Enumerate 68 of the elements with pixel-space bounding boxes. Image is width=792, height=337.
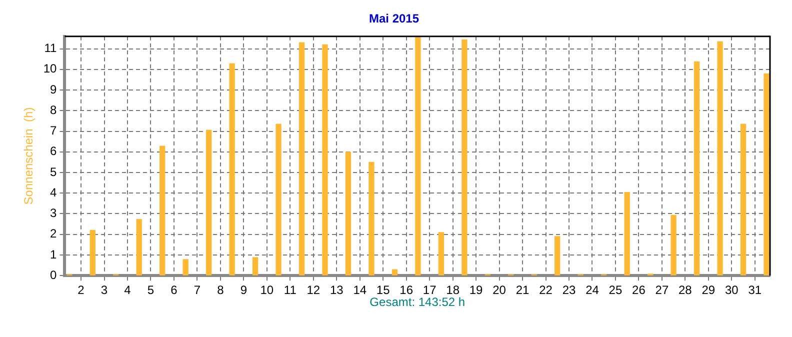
x-tick-label: 30 (724, 283, 739, 298)
x-tick-label: 5 (147, 283, 154, 298)
x-tick-label: 19 (469, 283, 484, 298)
bar (252, 257, 258, 276)
bar (392, 269, 398, 276)
bar (368, 162, 374, 276)
x-tick-label: 15 (376, 283, 390, 298)
x-tick-label: 11 (284, 283, 297, 298)
x-tick-label: 13 (330, 283, 344, 298)
bar (229, 63, 235, 276)
bar (764, 73, 770, 276)
x-tick-label: 8 (217, 283, 224, 298)
bar (717, 41, 723, 276)
y-tick-label: 8 (50, 102, 58, 117)
bar (670, 215, 676, 276)
x-tick-label: 21 (516, 283, 530, 298)
bar (322, 44, 328, 276)
bar (554, 236, 560, 276)
bar (462, 39, 468, 276)
bar (438, 232, 444, 276)
x-tick-label: 29 (702, 283, 716, 298)
y-tick-label: 11 (44, 41, 58, 56)
y-tick-label: 2 (50, 226, 58, 241)
x-tick-label: 3 (100, 283, 108, 298)
bar (206, 130, 212, 276)
x-tick-label: 27 (655, 283, 669, 298)
bar (160, 146, 166, 276)
bar (182, 259, 188, 276)
text: Gesamt: 143:52 h (370, 294, 466, 309)
x-tick-label: 24 (586, 283, 600, 298)
x-tick-label: 9 (240, 283, 248, 298)
bar (345, 152, 352, 276)
x-tick-label: 22 (539, 283, 553, 298)
y-tick-label: 6 (50, 144, 58, 158)
bar (740, 124, 746, 276)
y-tick-label: 9 (50, 82, 58, 96)
y-tick-label: 5 (50, 164, 58, 179)
bar (136, 218, 142, 276)
y-tick-label: 1 (50, 247, 58, 262)
x-tick-label: 26 (632, 283, 646, 298)
x-tick-label: 31 (748, 283, 762, 298)
x-tick-label: 25 (608, 283, 622, 298)
x-tick-label: 7 (194, 283, 201, 298)
bar (90, 230, 96, 276)
x-tick-label: 17 (422, 283, 437, 298)
chart-title: Mai 2015 (368, 12, 420, 26)
x-tick-label: 18 (446, 283, 460, 298)
x-tick-label: 12 (306, 283, 320, 298)
y-tick-label: 0 (50, 268, 58, 282)
x-tick-label: 2 (78, 283, 85, 298)
x-tick-label: 16 (400, 283, 414, 298)
x-tick-label: 20 (492, 283, 506, 298)
bar (694, 61, 700, 276)
x-tick-label: 10 (260, 283, 274, 298)
y-tick-label: 3 (50, 206, 58, 220)
y-tick-label: 10 (43, 62, 58, 76)
y-tick-label: 7 (50, 124, 58, 138)
bar (624, 192, 630, 276)
y-axis-title: Sonnenschein (h) (22, 107, 36, 205)
bar (415, 36, 421, 276)
x-tick-label: 6 (170, 283, 178, 298)
y-tick-label: 4 (50, 185, 58, 200)
bar (298, 42, 305, 276)
x-tick-label: 28 (678, 283, 692, 298)
x-tick-label: 14 (353, 283, 367, 298)
x-tick-label: 23 (562, 283, 576, 298)
x-tick-label: 4 (124, 283, 132, 298)
bar (276, 124, 282, 276)
